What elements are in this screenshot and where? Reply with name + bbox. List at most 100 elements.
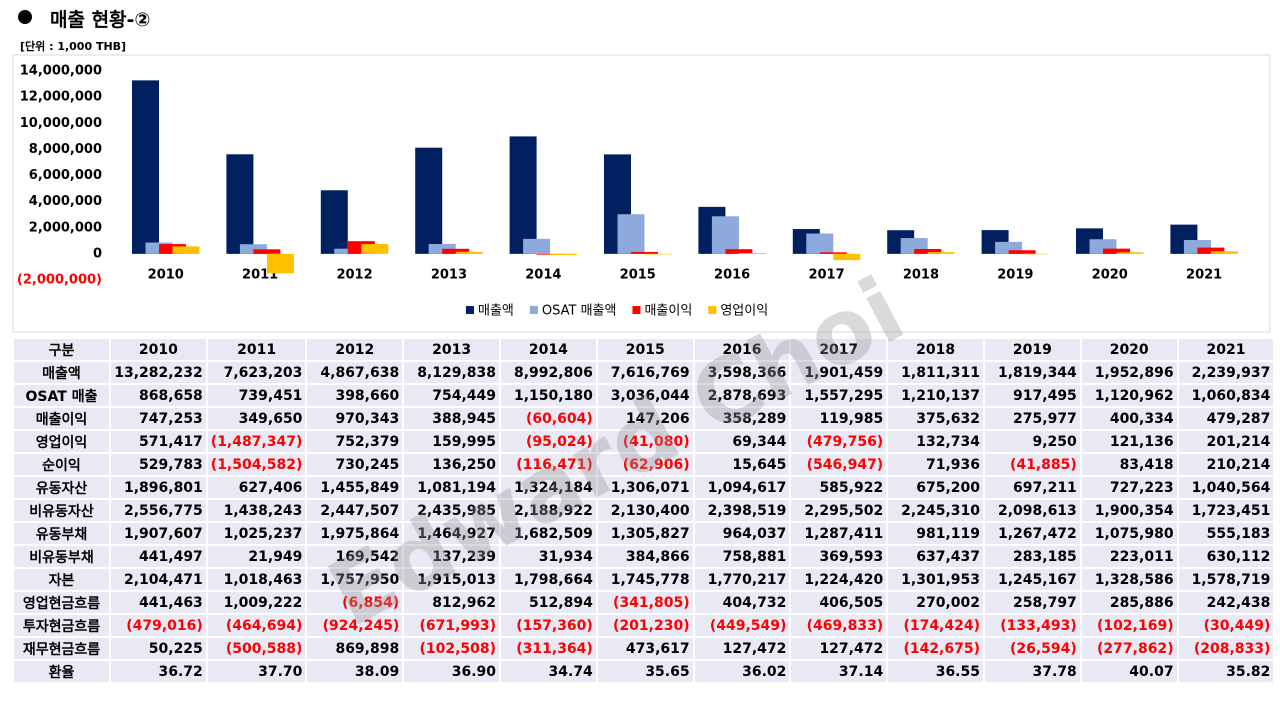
table-cell: 406,505: [789, 590, 889, 615]
table-cell: 400,334: [1079, 406, 1179, 431]
table-cell: (174,424): [886, 613, 985, 638]
table-cell: 1,150,180: [499, 383, 598, 408]
table-cell: 4,867,638: [305, 360, 405, 385]
header-cell: 2012: [305, 337, 405, 362]
y-tick-label: 2,000,000: [29, 220, 102, 235]
table-cell: 영업이익: [12, 429, 111, 454]
table-cell: 1,915,013: [402, 567, 502, 592]
table-row: 투자현금흐름 (479,016) (464,694) (924,245) (671,99…: [12, 613, 1276, 638]
table-cell: 36.72: [109, 659, 208, 684]
table-cell: 747,253: [109, 406, 208, 431]
x-tick-label: 2010: [148, 268, 184, 283]
table-cell: 388,945: [402, 406, 502, 431]
bar: [266, 253, 294, 274]
table-cell: 1,267,472: [983, 521, 1082, 546]
table-cell: 964,037: [692, 521, 792, 546]
bar: [239, 244, 267, 254]
table-cell: 917,495: [983, 383, 1082, 408]
table-cell: (500,588): [205, 636, 308, 661]
table-cell: (133,493): [983, 613, 1082, 638]
table-cell: 358,289: [692, 406, 792, 431]
table-cell: 2,104,471: [109, 567, 208, 592]
table-cell: 1,210,137: [886, 383, 985, 408]
bar: [523, 238, 551, 254]
bar: [509, 136, 537, 254]
table-row: 영업이익 571,417 (1,487,347) 752,379 159,995 (95,…: [12, 429, 1276, 454]
y-tick-label: 0: [93, 246, 102, 261]
table-cell: (449,549): [692, 613, 792, 638]
table-cell: 627,406: [205, 475, 308, 500]
table-row: 유동자산 1,896,801 627,406 1,455,849 1,081,194 1,…: [12, 475, 1276, 500]
table-cell: 1,901,459: [789, 360, 889, 385]
table-cell: 69,344: [692, 429, 792, 454]
bar: [914, 248, 942, 254]
bar: [132, 80, 159, 254]
table-cell: 727,223: [1079, 475, 1179, 500]
table-cell: (142,675): [886, 636, 985, 661]
table-cell: 441,463: [109, 590, 208, 615]
table-cell: 35.65: [595, 659, 695, 684]
table-cell: 1,896,801: [109, 475, 208, 500]
bar: [806, 233, 834, 254]
table-cell: 555,183: [1176, 521, 1276, 546]
table-cell: 868,658: [109, 383, 208, 408]
table-cell: (30,449): [1176, 613, 1276, 638]
table-cell: 3,036,044: [595, 383, 695, 408]
bar: [442, 248, 470, 254]
header-cell: 2010: [109, 337, 208, 362]
table-cell: 1,952,896: [1079, 360, 1179, 385]
table-cell: 1,757,950: [305, 567, 405, 592]
table-cell: 2,447,507: [305, 498, 405, 523]
table-row: OSAT 매출 868,658 739,451 398,660 754,449 1,150…: [12, 383, 1276, 408]
legend-label: OSAT 매출액: [542, 304, 617, 319]
table-cell: 169,542: [305, 544, 405, 569]
table-cell: (60,604): [499, 406, 598, 431]
table-cell: (41,080): [595, 429, 695, 454]
table-cell: 127,472: [692, 636, 792, 661]
table-cell: 473,617: [595, 636, 695, 661]
table-cell: 136,250: [402, 452, 502, 477]
table-cell: 37.70: [205, 659, 308, 684]
table-cell: (102,508): [402, 636, 502, 661]
table-cell: 37.78: [983, 659, 1082, 684]
table-cell: (6,854): [305, 590, 405, 615]
y-tick-label: 12,000,000: [20, 90, 102, 105]
table-cell: 127,472: [789, 636, 889, 661]
table-row: 구분 2010 2011 2012 2013 2014 2015 2016 2017 2018 20…: [12, 337, 1276, 362]
table-cell: OSAT 매출: [12, 383, 111, 408]
bar: [361, 244, 389, 254]
table-cell: (102,169): [1079, 613, 1179, 638]
header-cell: 2020: [1079, 337, 1179, 362]
table-cell: 비유동자산: [12, 498, 111, 523]
table-cell: (546,947): [789, 452, 889, 477]
table-cell: 38.09: [305, 659, 405, 684]
table-cell: 34.74: [499, 659, 598, 684]
x-tick-label: 2012: [336, 268, 372, 283]
data-table: 구분 2010 2011 2012 2013 2014 2015 2016 2017 2018 20…: [12, 337, 1276, 684]
bar: [617, 214, 645, 254]
bar: [550, 253, 578, 256]
table-cell: 36.55: [886, 659, 985, 684]
table-cell: 147,206: [595, 406, 695, 431]
bullet: [18, 10, 32, 24]
table-cell: 210,214: [1176, 452, 1276, 477]
table-cell: 369,593: [789, 544, 889, 569]
table-cell: 9,250: [983, 429, 1082, 454]
table-cell: (341,805): [595, 590, 695, 615]
table-cell: 1,464,927: [402, 521, 502, 546]
table-cell: 1,094,617: [692, 475, 792, 500]
table-cell: 1,682,509: [499, 521, 598, 546]
table-cell: (469,833): [789, 613, 889, 638]
table-cell: 2,398,519: [692, 498, 792, 523]
bar: [631, 251, 658, 254]
y-tick-label: 6,000,000: [29, 168, 102, 183]
table-cell: 자본: [12, 567, 111, 592]
table-cell: 404,732: [692, 590, 792, 615]
chart: (2,000,000) 0 2,000,000 4,000,000 6,000,000 8…: [12, 54, 1271, 333]
bar: [415, 147, 443, 254]
table-cell: 479,287: [1176, 406, 1276, 431]
table-cell: 환율: [12, 659, 111, 684]
table-cell: (62,906): [595, 452, 695, 477]
table-cell: 36.02: [692, 659, 792, 684]
table-cell: 1,287,411: [789, 521, 889, 546]
